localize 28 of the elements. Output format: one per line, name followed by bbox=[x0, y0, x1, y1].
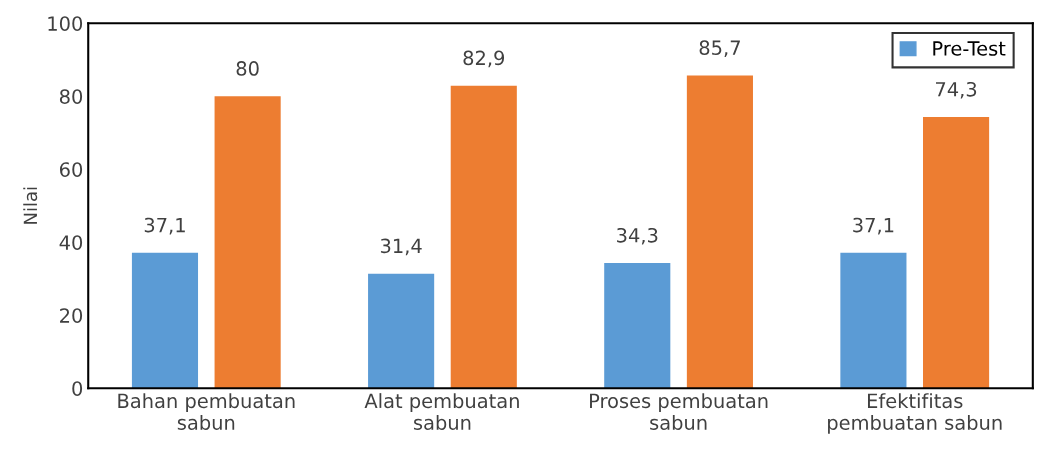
y-tick-label: 60 bbox=[59, 162, 83, 177]
y-tick-label: 100 bbox=[48, 16, 83, 31]
bar bbox=[840, 252, 907, 389]
x-tick-label: Alat pembuatan sabun bbox=[364, 393, 519, 430]
y-tick-label: 80 bbox=[59, 89, 83, 104]
legend-label: Pre-Test bbox=[933, 41, 1006, 56]
data-label: 80 bbox=[236, 61, 259, 76]
y-axis-title: Nilai bbox=[23, 187, 38, 224]
data-label: 74,3 bbox=[936, 81, 977, 99]
bar bbox=[368, 273, 435, 389]
x-tick-label: Efektifitas pembuatan sabun bbox=[828, 393, 1002, 434]
data-label: 34,3 bbox=[617, 227, 658, 245]
y-tick-label: 40 bbox=[59, 235, 83, 250]
bar bbox=[686, 75, 753, 389]
data-label: 31,4 bbox=[380, 238, 422, 256]
bar bbox=[131, 252, 199, 389]
bar bbox=[450, 85, 517, 389]
data-label: 37,1 bbox=[144, 217, 185, 235]
data-label: 85,7 bbox=[699, 40, 740, 57]
bar bbox=[604, 263, 671, 389]
bar bbox=[923, 117, 990, 389]
y-tick-label: 20 bbox=[60, 308, 83, 323]
data-label: 37,1 bbox=[853, 217, 894, 235]
x-tick-label: Bahan pembuatan sabun bbox=[118, 393, 295, 430]
y-tick-label: 0 bbox=[72, 381, 83, 396]
x-tick-label: Proses pembuatan sabun bbox=[590, 393, 768, 430]
bar bbox=[214, 96, 281, 389]
data-label: 82,9 bbox=[463, 50, 505, 68]
